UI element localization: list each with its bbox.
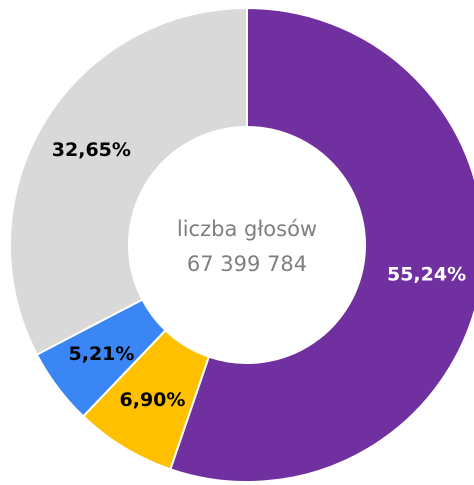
slice (169, 6, 474, 483)
data-label: 32,65% (52, 139, 131, 161)
slice (9, 6, 248, 356)
data-label: 55,24% (387, 263, 466, 285)
data-label: 6,90% (120, 389, 186, 411)
center-label: liczba głosów (177, 217, 317, 241)
center-value: 67 399 784 (187, 252, 307, 276)
slices (9, 6, 474, 483)
data-label: 5,21% (69, 343, 135, 365)
